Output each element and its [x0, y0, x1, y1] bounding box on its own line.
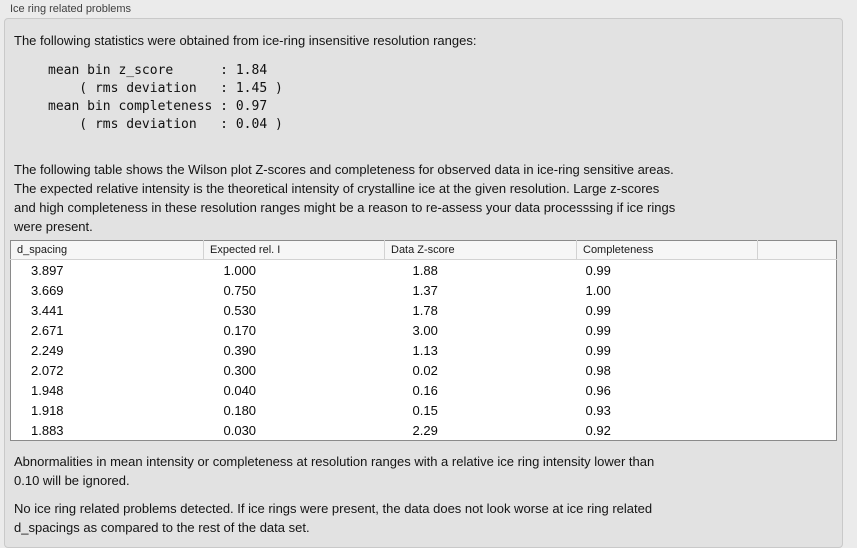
table-row[interactable]: 2.249 0.390 1.13 0.99: [11, 340, 837, 360]
table-body: 3.897 1.000 1.88 0.99 3.669 0.750 1.37 1.00 3.44…: [11, 260, 837, 441]
table-cell: 2.072: [31, 362, 64, 378]
column-header-data-z-score[interactable]: Data Z-score: [384, 240, 577, 260]
table-cell: 0.99: [585, 302, 611, 318]
table-cell: 1.78: [412, 302, 438, 318]
table-cell: 2.29: [412, 422, 438, 438]
ice-ring-table[interactable]: d_spacing Expected rel. I Data Z-score C…: [10, 240, 837, 441]
table-cell: [758, 260, 837, 281]
table-cell: 0.16: [412, 382, 438, 398]
table-cell: 0.180: [223, 402, 257, 418]
column-header-expected-rel-i[interactable]: Expected rel. I: [203, 240, 385, 260]
table-cell: [758, 420, 837, 441]
table-cell: 0.300: [223, 362, 257, 378]
table-cell: 0.02: [412, 362, 438, 378]
table-header: d_spacing Expected rel. I Data Z-score C…: [10, 240, 837, 260]
table-cell: 0.040: [223, 382, 257, 398]
table-cell: 3.441: [31, 302, 64, 318]
table-cell: 0.93: [585, 402, 611, 418]
table-cell: 2.249: [31, 342, 64, 358]
table-cell: 0.96: [585, 382, 611, 398]
table-cell: 0.99: [585, 342, 611, 358]
table-cell: 3.897: [31, 262, 64, 278]
table-cell: 0.030: [223, 422, 257, 438]
table-cell: 3.669: [31, 282, 64, 298]
table-row[interactable]: 3.441 0.530 1.78 0.99: [11, 300, 837, 320]
table-cell: 0.170: [223, 322, 257, 338]
table-cell: 1.00: [585, 282, 611, 298]
table-cell: [758, 360, 837, 380]
table-cell: 2.671: [31, 322, 64, 338]
table-cell: 1.883: [31, 422, 64, 438]
column-header-empty[interactable]: [757, 240, 837, 260]
column-header-d-spacing[interactable]: d_spacing: [10, 240, 204, 260]
table-cell: [758, 320, 837, 340]
table-row[interactable]: 1.948 0.040 0.16 0.96: [11, 380, 837, 400]
table-cell: 0.98: [585, 362, 611, 378]
table-row[interactable]: 3.897 1.000 1.88 0.99: [11, 260, 837, 281]
table-row[interactable]: 2.671 0.170 3.00 0.99: [11, 320, 837, 340]
table-cell: 0.15: [412, 402, 438, 418]
table-row[interactable]: 2.072 0.300 0.02 0.98: [11, 360, 837, 380]
table-cell: 1.13: [412, 342, 438, 358]
table-cell: 0.99: [585, 322, 611, 338]
table-cell: 0.530: [223, 302, 257, 318]
table-cell: 3.00: [412, 322, 438, 338]
stats-intro-text: The following statistics were obtained f…: [14, 33, 477, 48]
table-cell: 0.92: [585, 422, 611, 438]
table-cell: 1.88: [412, 262, 438, 278]
conclusion-text: No ice ring related problems detected. I…: [14, 501, 653, 535]
table-row[interactable]: 3.669 0.750 1.37 1.00: [11, 280, 837, 300]
table-cell: 0.390: [223, 342, 257, 358]
stats-monospace-block: mean bin z_score : 1.84 ( rms deviation …: [48, 63, 283, 132]
column-header-completeness[interactable]: Completeness: [576, 240, 758, 260]
table-cell: [758, 300, 837, 320]
table-row[interactable]: 1.883 0.030 2.29 0.92: [11, 420, 837, 441]
ice-ring-report-page: { "panel": { "title": "Ice ring related …: [4, 3, 843, 548]
table-cell: 0.99: [585, 262, 611, 278]
table-cell: [758, 340, 837, 360]
table-cell: 1.37: [412, 282, 438, 298]
table-cell: [758, 280, 837, 300]
table-cell: 0.750: [223, 282, 257, 298]
table-row[interactable]: 1.918 0.180 0.15 0.93: [11, 400, 837, 420]
table-cell: [758, 380, 837, 400]
table-cell: 1.918: [31, 402, 64, 418]
table-cell: 1.948: [31, 382, 64, 398]
table-cell: 1.000: [223, 262, 257, 278]
table-description-text: The following table shows the Wilson plo…: [14, 162, 676, 234]
ice-ring-group-box: The following statistics were obtained f…: [4, 18, 843, 548]
ignore-threshold-note: Abnormalities in mean intensity or compl…: [14, 454, 655, 488]
group-box-title: Ice ring related problems: [10, 3, 132, 15]
table-cell: [758, 400, 837, 420]
